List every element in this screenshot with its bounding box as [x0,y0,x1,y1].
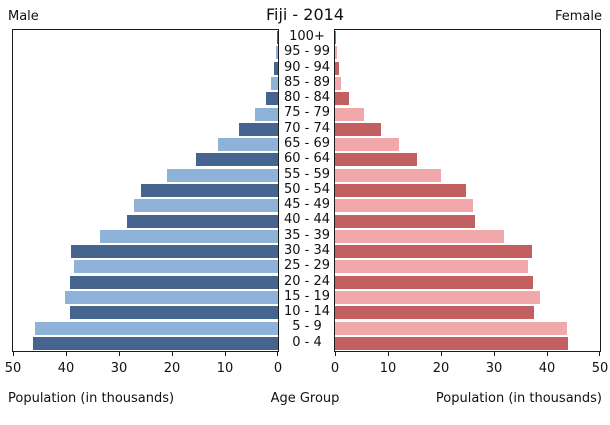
x-axis-tick [172,351,173,356]
male-bar-20-24 [70,275,278,289]
x-axis-tick-label: 10 [379,361,397,376]
age-label-65-69: 65 - 69 [283,135,331,151]
age-label-35-39: 35 - 39 [283,227,331,243]
female-bar-90-94 [335,61,339,75]
male-bar-55-59 [166,168,278,182]
x-axis-tick [441,351,442,356]
female-bar-40-44 [335,214,475,228]
male-bar-25-29 [74,260,278,274]
x-axis-tick-label: 30 [485,361,503,376]
x-axis-tick [13,351,14,356]
x-axis-tick-label: 0 [273,361,283,376]
age-label-45-49: 45 - 49 [283,197,331,213]
x-axis-tick-label: 20 [163,361,181,376]
x-axis-tick-label: 10 [216,361,234,376]
female-bar-70-74 [335,122,381,136]
age-group-axis-label: Age Group [270,391,340,406]
female-bar-15-19 [335,291,541,304]
age-label-90-94: 90 - 94 [283,59,331,75]
x-axis-tick [494,351,495,356]
age-label-100+: 100+ [289,29,325,44]
age-label-95-99: 95 - 99 [283,44,331,60]
male-bar-95-99 [276,46,278,60]
female-bar-65-69 [335,138,399,152]
age-label-40-44: 40 - 44 [283,212,331,228]
x-axis-tick [599,351,600,356]
age-label-30-34: 30 - 34 [283,242,331,258]
female-bar-55-59 [335,168,441,182]
female-bar-100+ [335,31,337,45]
age-label-25-29: 25 - 29 [283,258,331,274]
x-axis-tick [225,351,226,356]
x-axis-tick-label: 40 [57,361,75,376]
male-plot-area [12,29,279,356]
age-group-axis: 100+ 95 - 99 90 - 94 85 - 89 80 - 84 75 - 79 7… [280,29,334,352]
male-bar-40-44 [127,214,278,228]
female-bar-50-54 [335,184,467,197]
age-label-70-74: 70 - 74 [283,120,331,136]
x-axis-tick-label: 0 [330,361,340,376]
male-bar-60-64 [196,153,278,167]
male-bar-50-54 [141,184,278,197]
female-bar-85-89 [335,77,342,90]
female-bar-95-99 [335,46,338,60]
female-plot-area [334,29,601,356]
male-bar-45-49 [134,199,278,213]
x-axis-tick [277,351,278,356]
x-axis-tick-label: 50 [591,361,609,376]
age-label-10-14: 10 - 14 [283,304,331,320]
female-bar-45-49 [335,199,474,213]
female-bar-30-34 [335,245,533,259]
male-side-header: Male [8,9,39,24]
chart-title: Fiji - 2014 [265,5,345,24]
x-axis-tick [66,351,67,356]
male-bar-65-69 [217,138,278,152]
male-bar-30-34 [71,245,278,259]
age-label-50-54: 50 - 54 [283,181,331,197]
male-bar-0-4 [32,336,278,350]
male-bar-80-84 [265,92,278,106]
female-bar-10-14 [335,306,535,320]
age-label-55-59: 55 - 59 [283,166,331,182]
x-axis-tick-label: 30 [110,361,128,376]
x-axis-tick-label: 50 [4,361,22,376]
male-bar-5-9 [35,321,278,335]
male-axis-label: Population (in thousands) [8,391,175,406]
female-axis-label: Population (in thousands) [435,391,602,406]
x-axis-tick-label: 20 [432,361,450,376]
age-label-5-9: 5 - 9 [292,319,322,335]
age-label-0-4: 0 - 4 [292,334,322,350]
male-bar-85-89 [270,77,278,90]
x-axis-tick [547,351,548,356]
x-axis-tick-label: 40 [538,361,556,376]
x-axis-tick [388,351,389,356]
female-bar-80-84 [335,92,349,106]
male-bar-90-94 [274,61,278,75]
male-bar-15-19 [65,291,278,304]
male-bar-100+ [277,31,278,45]
age-label-75-79: 75 - 79 [283,105,331,121]
female-bar-25-29 [335,260,529,274]
female-bar-0-4 [335,336,569,350]
female-bar-5-9 [335,321,567,335]
male-bar-70-74 [239,122,278,136]
x-axis-tick [119,351,120,356]
x-axis-tick [335,351,336,356]
female-bar-20-24 [335,275,533,289]
age-label-15-19: 15 - 19 [283,288,331,304]
female-bar-35-39 [335,229,504,243]
age-label-85-89: 85 - 89 [283,74,331,90]
age-label-80-84: 80 - 84 [283,90,331,106]
female-bar-60-64 [335,153,418,167]
male-bar-75-79 [255,107,278,121]
age-label-60-64: 60 - 64 [283,151,331,167]
male-bar-10-14 [69,306,278,320]
male-bar-35-39 [99,229,278,243]
age-label-20-24: 20 - 24 [283,273,331,289]
female-side-header: Female [554,9,602,24]
female-bar-75-79 [335,107,364,121]
